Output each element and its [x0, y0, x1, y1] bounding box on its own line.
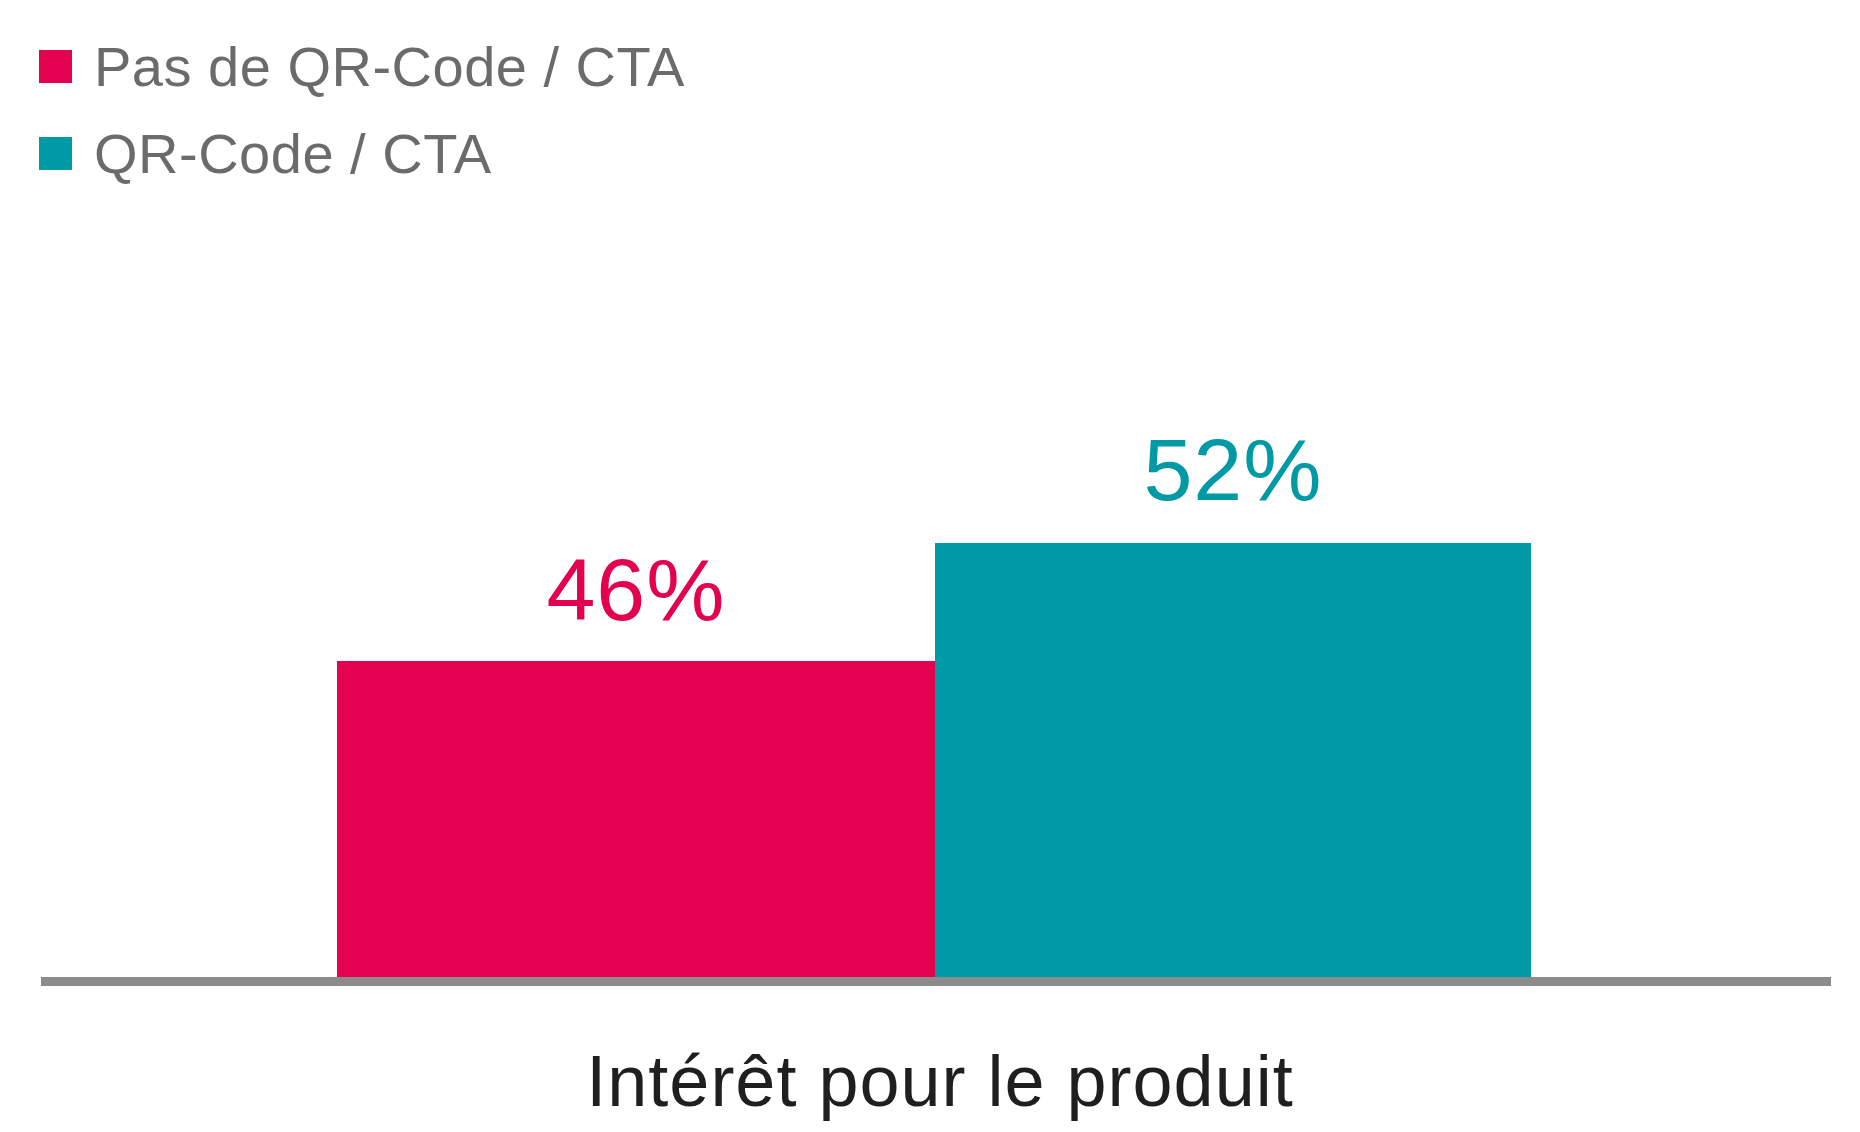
legend-swatch-no-qr-code: [39, 50, 72, 83]
bar-no-qr-code: [337, 661, 935, 977]
bar-chart: Pas de QR-Code / CTA QR-Code / CTA 46% 5…: [0, 0, 1860, 1132]
legend-label-qr-code: QR-Code / CTA: [94, 121, 492, 186]
legend-swatch-qr-code: [39, 137, 72, 170]
value-label-no-qr-code: 46%: [337, 546, 935, 634]
legend-item-no-qr-code: Pas de QR-Code / CTA: [39, 38, 685, 94]
legend-item-qr-code: QR-Code / CTA: [39, 125, 492, 181]
value-label-qr-code: 52%: [935, 426, 1531, 514]
bar-qr-code: [935, 543, 1531, 977]
x-axis-label: Intérêt pour le produit: [340, 1040, 1540, 1122]
x-axis-line: [41, 977, 1831, 986]
legend-label-no-qr-code: Pas de QR-Code / CTA: [94, 34, 685, 99]
